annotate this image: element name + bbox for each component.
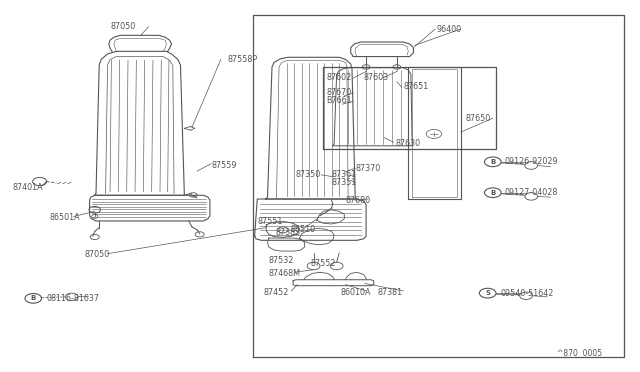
Text: 87401A: 87401A xyxy=(13,183,44,192)
Text: B7661: B7661 xyxy=(326,96,352,105)
Text: 87630: 87630 xyxy=(396,139,420,148)
Text: S: S xyxy=(485,290,490,296)
Text: 86501A: 86501A xyxy=(50,213,81,222)
Text: 87651: 87651 xyxy=(403,82,428,91)
Text: 87351: 87351 xyxy=(332,178,356,187)
Text: 87650: 87650 xyxy=(466,114,491,123)
Text: 08116-81637: 08116-81637 xyxy=(46,294,99,303)
Text: 87468M: 87468M xyxy=(269,269,301,278)
Text: 87602: 87602 xyxy=(326,73,351,82)
Text: 87532: 87532 xyxy=(269,256,294,265)
Text: 87350: 87350 xyxy=(296,170,321,179)
Text: 87381: 87381 xyxy=(378,288,403,296)
Text: 87361: 87361 xyxy=(332,170,356,179)
Text: B: B xyxy=(31,295,36,301)
Text: 87050: 87050 xyxy=(84,250,109,259)
Text: 87452: 87452 xyxy=(264,288,289,296)
Text: 86510: 86510 xyxy=(291,225,316,234)
Text: 09540-51642: 09540-51642 xyxy=(500,289,554,298)
Text: B: B xyxy=(490,190,495,196)
Text: 09127-04028: 09127-04028 xyxy=(504,188,557,197)
Text: 87050: 87050 xyxy=(110,22,136,31)
Text: 86010A: 86010A xyxy=(340,288,371,296)
Text: ^870  0005: ^870 0005 xyxy=(557,349,602,358)
Text: 09126-92029: 09126-92029 xyxy=(504,157,558,166)
Text: 87680: 87680 xyxy=(346,196,371,205)
Text: 87603: 87603 xyxy=(364,73,388,82)
Text: B: B xyxy=(490,159,495,165)
Text: 96400: 96400 xyxy=(436,25,461,34)
Text: 87552: 87552 xyxy=(310,259,336,268)
Text: 87559: 87559 xyxy=(211,161,237,170)
Text: 87551: 87551 xyxy=(257,217,283,226)
Text: 87558P: 87558P xyxy=(227,55,257,64)
Text: 87370: 87370 xyxy=(355,164,380,173)
Text: 87670: 87670 xyxy=(326,88,351,97)
Text: 87383: 87383 xyxy=(275,228,300,237)
